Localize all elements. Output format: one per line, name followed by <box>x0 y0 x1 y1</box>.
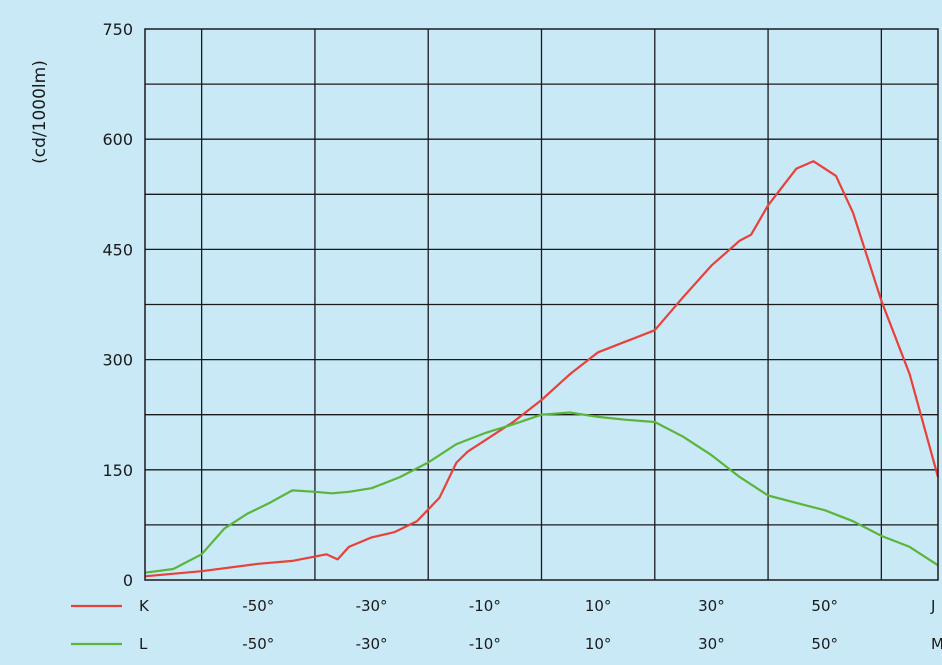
legend-label-K: K <box>139 597 150 615</box>
series-line-L <box>144 411 939 574</box>
x-tick-label: -50° <box>242 635 274 653</box>
x-tick-label: -30° <box>356 597 388 615</box>
x-tick-label: -50° <box>242 597 274 615</box>
x-tick-label: 10° <box>585 597 612 615</box>
y-tick-label: 300 <box>102 351 133 370</box>
legend-label-L: L <box>139 635 148 653</box>
y-tick-label: 0 <box>123 571 133 590</box>
y-tick-label: 750 <box>102 20 133 39</box>
y-tick-label: 600 <box>102 130 133 149</box>
x-tick-label: 30° <box>698 635 725 653</box>
x-tick-label: -10° <box>469 597 501 615</box>
x-tick-label: -30° <box>356 635 388 653</box>
y-axis-label: (cd/1000lm) <box>30 60 50 164</box>
x-tick-label: 30° <box>698 597 725 615</box>
series-line-K <box>144 160 940 578</box>
x-tick-end-label: M <box>931 635 942 653</box>
y-tick-label: 450 <box>102 240 133 259</box>
x-tick-label: 10° <box>585 635 612 653</box>
y-tick-label: 150 <box>102 461 133 480</box>
x-tick-label: 50° <box>811 597 838 615</box>
x-tick-end-label: J <box>930 597 935 615</box>
x-tick-label: -10° <box>469 635 501 653</box>
plot-frame <box>144 28 939 581</box>
x-tick-label: 50° <box>811 635 838 653</box>
